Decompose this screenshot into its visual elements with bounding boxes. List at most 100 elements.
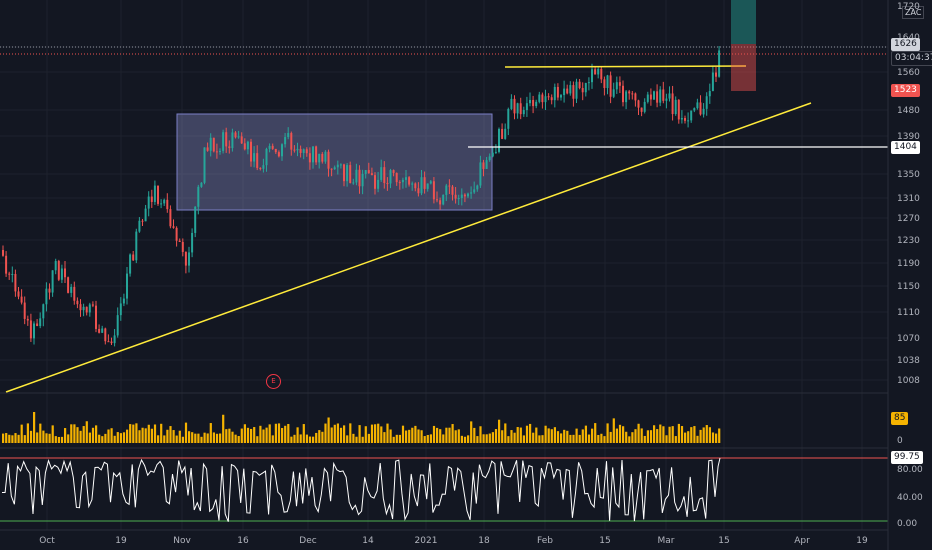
volume-bar [594,423,597,443]
volume-bar [498,419,501,443]
volume-bar [575,428,578,443]
candle-body [436,199,438,201]
candle-body [284,137,287,145]
candle-body [457,198,460,200]
volume-bar [625,431,628,443]
price-tick: 1480 [897,106,920,116]
volume-bar [560,433,563,443]
candle-body [302,149,305,153]
volume-bar [33,412,36,443]
volume-bar [653,425,656,443]
candle-body [349,165,352,183]
volume-bar [414,425,417,443]
price-tick: 1008 [897,376,920,386]
symbol-label[interactable]: ZAC [902,6,925,19]
candle-body [82,306,85,311]
candle-body [401,179,404,183]
volume-bar [39,423,42,443]
oscillator-tick: 80.00 [897,465,923,475]
volume-bar [693,426,696,443]
volume-bar [525,425,529,443]
candle-body [138,220,141,232]
ascending-trendline[interactable] [5,102,812,393]
candle-body [129,254,132,274]
candle-body [423,177,426,189]
volume-bar [277,423,281,443]
volume-bar [597,434,600,443]
candle-body [389,170,392,184]
candle-body [516,103,519,114]
volume-bar [215,433,219,443]
consolidation-box[interactable] [176,113,493,211]
candle-body [98,328,101,333]
resistance-line[interactable] [504,65,747,68]
candle-body [274,148,277,153]
earnings-marker-icon[interactable]: E [266,374,281,389]
candle-body [346,165,349,182]
volume-bar [73,424,76,443]
volume-bar [674,436,677,443]
volume-bar [715,433,718,443]
volume-bar [172,430,175,443]
candle-body [377,179,380,189]
volume-bar [696,435,699,443]
bar-countdown: 03:04:37 [891,51,932,66]
time-tick: 16 [237,536,249,546]
candle-body [625,91,628,103]
time-tick: Oct [39,536,55,546]
volume-bar [687,431,690,443]
volume-bar [426,434,429,443]
volume-bar [392,436,395,443]
candle-body [237,136,240,138]
volume-bar [110,428,113,443]
volume-bar [451,424,454,443]
volume-bar [45,433,48,443]
volume-bar [104,433,107,443]
candle-body [656,91,659,103]
volume-bar [482,434,485,443]
candle-body [659,89,662,103]
volume-bar [126,429,129,443]
price-tick: 1190 [897,259,920,269]
candle-body [612,89,615,97]
time-tick: 19 [856,536,868,546]
candle-body [426,183,429,189]
candle-body [674,99,677,115]
volume-bar [439,429,442,443]
volume-bar [262,429,265,443]
volume-bar [284,425,287,443]
candle-body [535,101,538,107]
candle-body [705,96,708,109]
volume-bar [64,428,67,443]
candle-body [702,108,705,115]
candle-body [615,82,618,90]
candle-body [597,68,600,75]
volume-bar [237,436,240,443]
volume-bar [122,432,126,443]
target-zone[interactable] [731,0,756,44]
candle-body [5,255,8,274]
candle-body [352,182,355,184]
oscillator-value-tag: 99.75 [891,451,923,464]
volume-bar [321,431,324,443]
candle-body [572,85,575,99]
volume-bar [2,433,5,443]
volume-bar [88,432,91,443]
stop-zone[interactable] [731,44,756,91]
candle-body [510,98,513,109]
volume-bar [618,424,622,443]
volume-bar [346,435,349,443]
candle-body [383,167,386,184]
volume-bar [702,427,705,443]
volume-bar [398,434,401,443]
volume-bar [634,429,637,443]
candle-body [696,102,699,109]
candle-body [172,226,175,228]
volume-bar [569,434,572,443]
volume-bar [147,424,150,443]
volume-bar [293,434,296,443]
candle-body [522,110,525,115]
volume-bar [8,434,11,443]
oscillator-line [1,457,721,522]
